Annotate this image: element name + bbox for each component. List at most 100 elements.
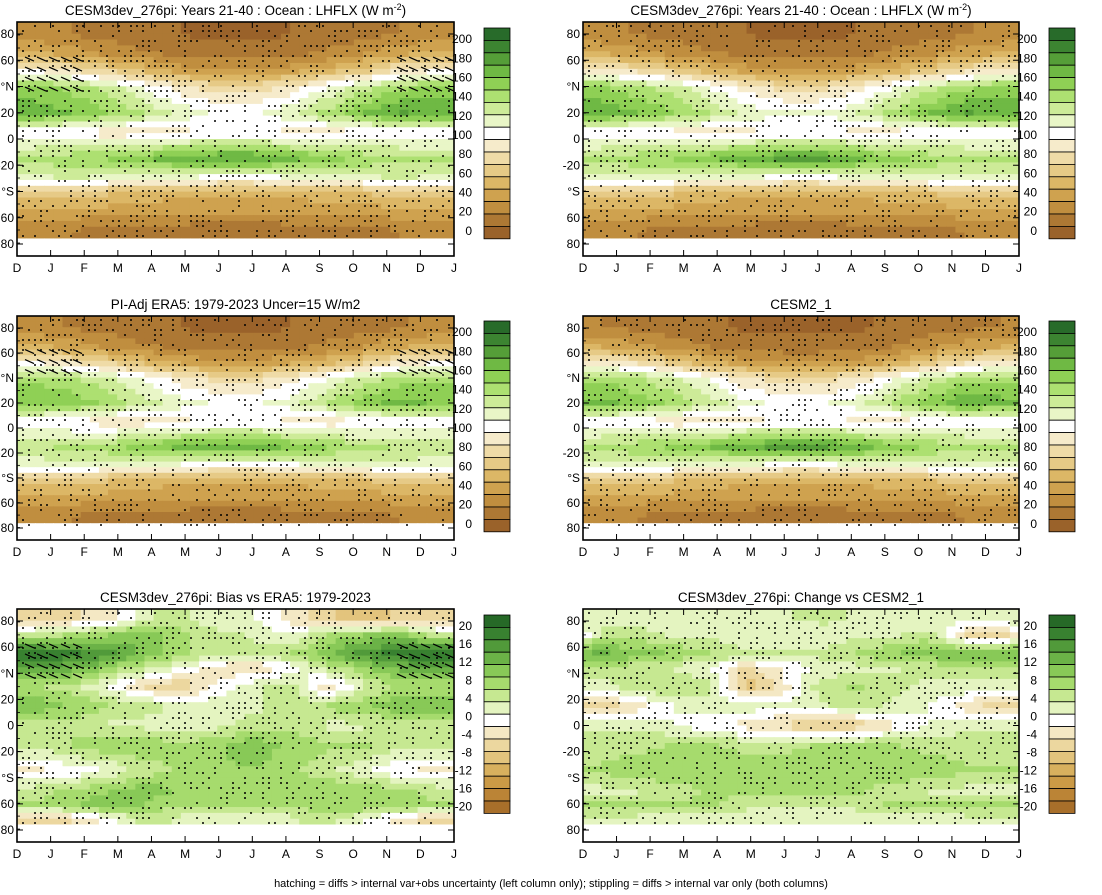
heatmap-cell [865,22,875,28]
stipple-dot [34,160,36,162]
stipple-dot [430,205,432,207]
heatmap-cell [290,116,300,122]
heatmap-cell [363,69,373,75]
heatmap-cell [928,92,938,98]
heatmap-cell [236,133,246,139]
stipple-dot [400,45,402,47]
heatmap-cell [647,51,657,57]
heatmap-cell [163,162,173,168]
heatmap-cell [181,198,191,204]
heatmap-cell [90,139,100,145]
heatmap-cell [665,139,675,145]
heatmap-cell [126,244,136,250]
stipple-dot [226,100,228,102]
heatmap-cell [290,104,300,110]
heatmap-cell [208,192,218,198]
heatmap-cell [436,139,446,145]
stipple-dot [70,85,72,87]
heatmap-cell [154,69,164,75]
heatmap-cell [372,81,382,87]
heatmap-cell [856,40,866,46]
heatmap-cell [17,233,27,239]
heatmap-cell [190,192,200,198]
stipple-dot [310,130,312,132]
stipple-dot [424,70,426,72]
stipple-dot [400,55,402,57]
heatmap-cell [837,104,847,110]
heatmap-cell [946,145,956,151]
x-tick-label: J [216,261,222,275]
stipple-dot [64,145,66,147]
heatmap-cell [665,168,675,174]
heatmap-cell [126,75,136,81]
heatmap-cell [865,34,875,40]
heatmap-cell [928,121,938,127]
heatmap-cell [336,45,346,51]
heatmap-cell [308,28,318,34]
stipple-dot [238,95,240,97]
heatmap-cell [828,121,838,127]
heatmap-cell [72,162,82,168]
stipple-dot [106,100,108,102]
heatmap-cell [208,34,218,40]
heatmap-cell [765,221,775,227]
stipple-dot [286,175,288,177]
heatmap-cell [601,45,611,51]
heatmap-cell [272,162,282,168]
heatmap-cell [837,121,847,127]
heatmap-cell [26,174,36,180]
stipple-dot [412,190,414,192]
heatmap-cell [199,121,209,127]
heatmap-cell [208,221,218,227]
heatmap-cell [108,238,118,244]
heatmap-cell [363,139,373,145]
heatmap-cell [674,127,684,133]
heatmap-cell [601,198,611,204]
stipple-dot [268,230,270,232]
stipple-dot [370,85,372,87]
heatmap-cell [208,209,218,215]
heatmap-cell [181,57,191,63]
heatmap-cell [226,192,236,198]
colorbar-label: 40 [459,186,473,200]
heatmap-cell [90,192,100,198]
stipple-dot [334,230,336,232]
stipple-dot [106,145,108,147]
heatmap-cell [245,180,255,186]
heatmap-cell [90,92,100,98]
heatmap-cell [628,238,638,244]
heatmap-cell [774,133,784,139]
heatmap-cell [108,45,118,51]
heatmap-cell [710,34,720,40]
heatmap-cell [638,198,648,204]
heatmap-cell [837,198,847,204]
heatmap-cell [783,92,793,98]
heatmap-cell [390,209,400,215]
heatmap-cell [226,51,236,57]
heatmap-cell [317,51,327,57]
stipple-dot [238,205,240,207]
heatmap-cell [299,186,309,192]
stipple-dot [340,195,342,197]
stipple-dot [136,105,138,107]
stipple-dot [424,140,426,142]
stipple-dot [340,220,342,222]
heatmap-cell [336,168,346,174]
heatmap-cell [99,238,109,244]
heatmap-cell [199,221,209,227]
heatmap-cell [308,69,318,75]
stipple-dot [172,230,174,232]
stipple-dot [184,80,186,82]
heatmap-cell [865,209,875,215]
stipple-dot [364,135,366,137]
x-tick-label: J [48,261,54,275]
stipple-dot [160,140,162,142]
heatmap-cell [737,45,747,51]
heatmap-cell [381,28,391,34]
stipple-dot [40,105,42,107]
heatmap-cell [801,157,811,163]
stipple-dot [412,140,414,142]
heatmap-cell [692,104,702,110]
heatmap-cell [44,157,54,163]
heatmap-cell [783,227,793,233]
